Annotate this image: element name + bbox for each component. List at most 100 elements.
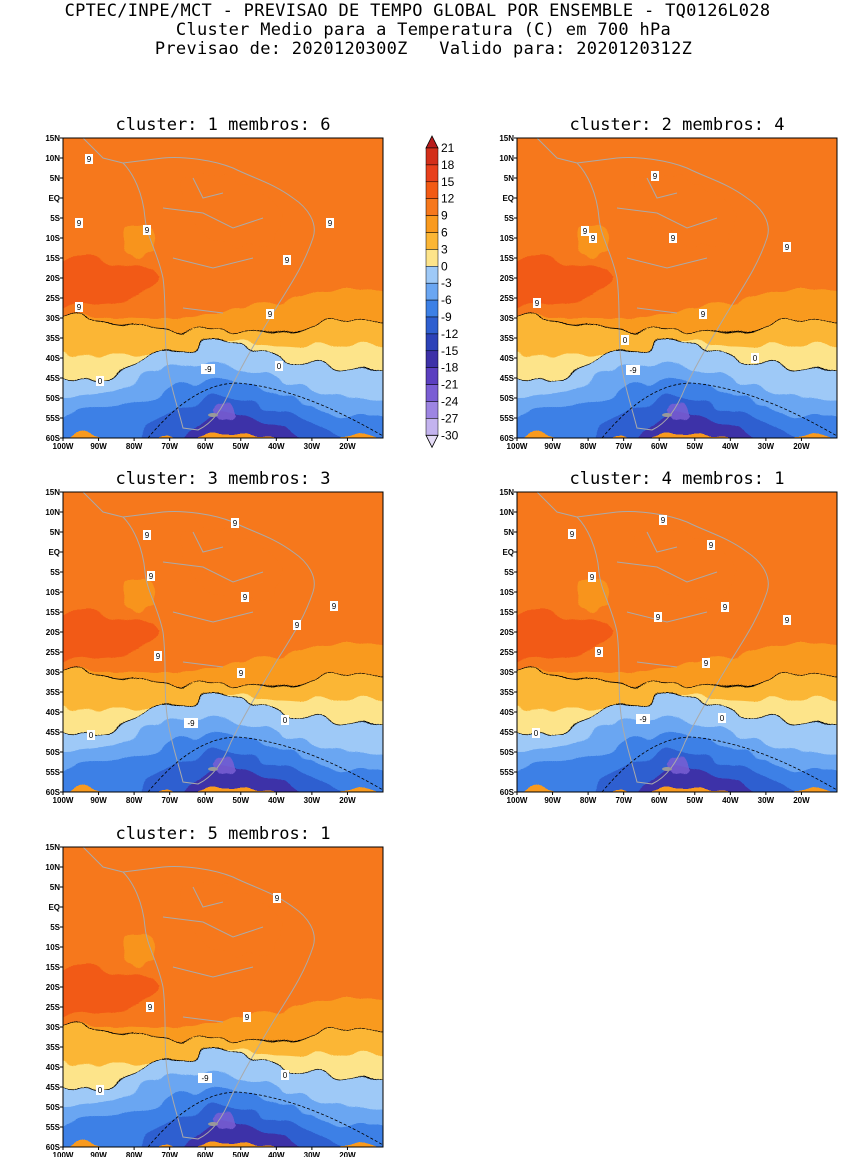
colorbar-label: 18: [441, 158, 455, 172]
contour-label-box: [231, 518, 239, 528]
contour-label-box: [143, 530, 151, 540]
lon-tick-label: 60W: [651, 442, 668, 451]
lat-tick-label: 5N: [50, 883, 60, 892]
contour-label: 9: [590, 573, 595, 582]
lat-tick-label: 50S: [46, 1103, 61, 1112]
colorbar-label: 12: [441, 192, 455, 206]
contour-label: 9: [597, 648, 602, 657]
colorbar: 21 18 15 12 9 6 3 0 -3 -6 -9 -12 -15 -18 -21 -24 -27 -30: [425, 135, 459, 449]
lat-tick-label: 45S: [500, 374, 515, 383]
lat-tick-label: 25S: [500, 648, 515, 657]
lat-tick-label: EQ: [502, 194, 514, 203]
colorbar-label: -6: [441, 293, 452, 307]
lat-tick-label: 55S: [500, 414, 515, 423]
contour-label: 9: [332, 602, 337, 611]
lon-tick-label: 20W: [793, 796, 810, 805]
lat-tick-label: 35S: [46, 1043, 61, 1052]
panel-title: cluster: 4 membros: 1: [570, 469, 785, 489]
lat-tick-label: 5S: [50, 923, 60, 932]
contour-label-box: [595, 647, 603, 657]
contour-label-box: [75, 218, 83, 228]
lat-tick-label: 5S: [504, 214, 514, 223]
lat-tick-label: 30S: [46, 1023, 61, 1032]
temperature-field: [497, 118, 847, 438]
colorbar-label: -15: [441, 344, 459, 358]
contour-label: -9: [204, 365, 212, 374]
lat-tick-label: 30S: [500, 314, 515, 323]
contour-label-box: [184, 718, 198, 728]
colorbar-label: -12: [441, 327, 459, 341]
panel-frame: [62, 846, 384, 1148]
temperature-field: [43, 118, 403, 438]
lon-tick-label: 60W: [651, 796, 668, 805]
contour-label: 9: [77, 219, 82, 228]
lon-tick-label: 20W: [339, 796, 356, 805]
lat-tick-label: 55S: [46, 414, 61, 423]
colorbar-swatch: [425, 215, 439, 233]
figure-title: CPTEC/INPE/MCT - PREVISAO DE TEMPO GLOBA…: [64, 1, 771, 21]
lat-tick-label: 15S: [46, 963, 61, 972]
lon-tick-label: 60W: [197, 796, 214, 805]
lat-tick-label: 10N: [499, 154, 514, 163]
lat-tick-label: 60S: [46, 1143, 61, 1152]
lat-tick-label: 15S: [46, 254, 61, 263]
lat-tick-label: 15S: [500, 254, 515, 263]
lon-tick-label: 60W: [197, 1151, 214, 1157]
contour-label-box: [654, 612, 662, 622]
lon-tick-label: 40W: [722, 796, 739, 805]
contour-label-box: [718, 713, 726, 723]
lat-tick-label: 40S: [500, 354, 515, 363]
lon-tick-label: 20W: [793, 442, 810, 451]
lon-tick-label: 100W: [507, 796, 528, 805]
lat-tick-label: 10N: [499, 508, 514, 517]
lat-tick-label: 50S: [500, 394, 515, 403]
lon-tick-label: 50W: [233, 442, 250, 451]
contour-label: 9: [535, 299, 540, 308]
contour-label-box: [589, 233, 597, 243]
contour-label-box: [783, 242, 791, 252]
contour-label-box: [783, 615, 791, 625]
contour-label: 0: [98, 377, 103, 386]
contour-label: 9: [233, 519, 238, 528]
lon-tick-label: 100W: [53, 796, 74, 805]
contour-label-box: [293, 620, 301, 630]
contour-label-box: [330, 601, 338, 611]
colorbar-label: 21: [441, 141, 455, 155]
lat-tick-label: 50S: [46, 394, 61, 403]
lon-tick-label: 100W: [53, 442, 74, 451]
lat-tick-label: 35S: [46, 688, 61, 697]
lon-tick-label: 30W: [304, 442, 321, 451]
lat-tick-label: EQ: [48, 903, 60, 912]
colorbar-label: -21: [441, 378, 459, 392]
lon-tick-label: 50W: [233, 1151, 250, 1157]
contour-label-box: [532, 728, 540, 738]
contour-label-box: [273, 893, 281, 903]
contour-label-box: [154, 651, 162, 661]
colorbar-swatch: [425, 299, 439, 318]
lat-tick-label: 40S: [46, 1063, 61, 1072]
contour-label-box: [533, 298, 541, 308]
contour-label: 9: [268, 310, 273, 319]
contour-label: 9: [149, 572, 154, 581]
lat-tick-label: 5N: [50, 174, 60, 183]
panel-title: cluster: 2 membros: 4: [570, 115, 785, 135]
lon-tick-label: 70W: [615, 796, 632, 805]
contour-label: 0: [283, 716, 288, 725]
contour-label: 9: [275, 894, 280, 903]
lon-tick-label: 50W: [687, 796, 704, 805]
contour-label-box: [146, 1002, 154, 1012]
contour-label: 0: [534, 729, 539, 738]
lat-tick-label: 60S: [46, 434, 61, 443]
lat-tick-label: 45S: [46, 374, 61, 383]
lat-tick-label: 10S: [500, 234, 515, 243]
contour-label-box: [581, 226, 589, 236]
lat-tick-label: 15S: [46, 608, 61, 617]
contour-label: 9: [583, 227, 588, 236]
contour-label: 0: [753, 354, 758, 363]
lat-tick-label: 40S: [46, 354, 61, 363]
lat-tick-label: 35S: [500, 688, 515, 697]
lat-tick-label: 15N: [45, 843, 60, 852]
lat-tick-label: 45S: [500, 728, 515, 737]
contour-label-box: [85, 154, 93, 164]
